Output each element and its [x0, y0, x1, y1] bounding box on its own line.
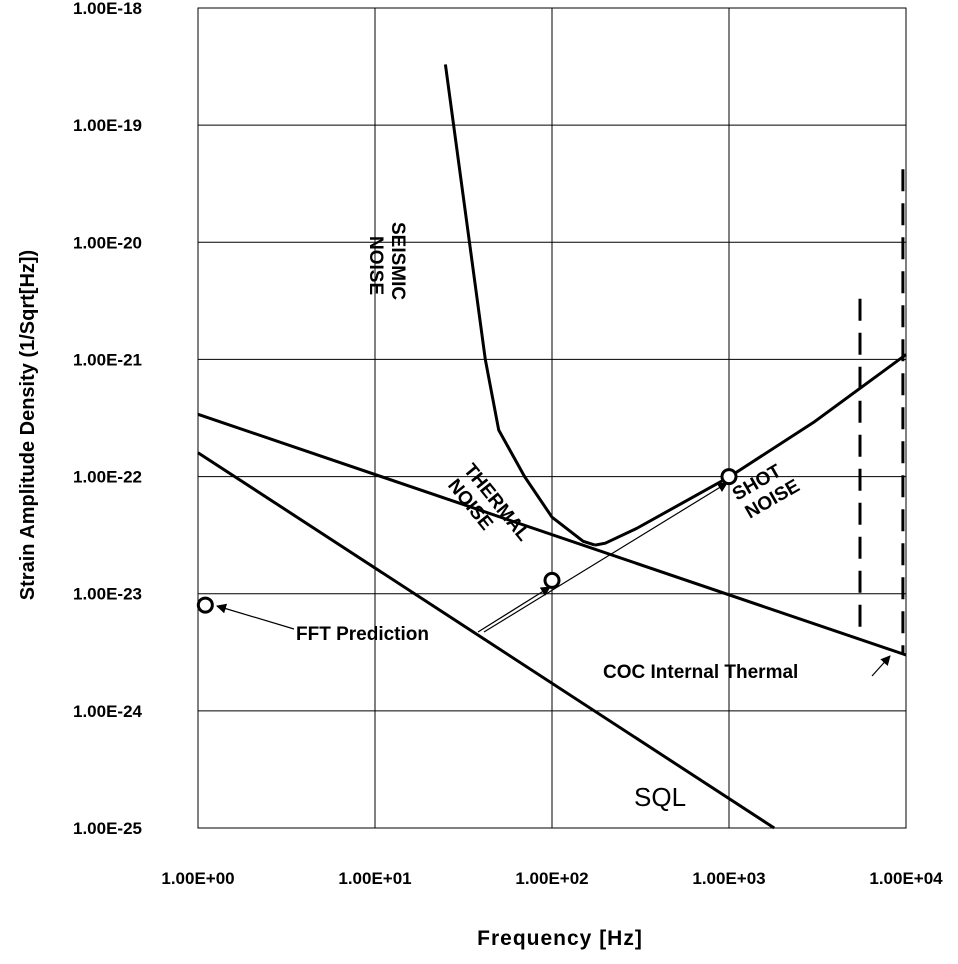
x-tick-label-0: 1.00E+00 — [161, 869, 234, 888]
fft-point-2 — [720, 468, 738, 486]
x-axis-title: Frequency [Hz] — [477, 927, 643, 950]
y-tick-labels: 1.00E-18 1.00E-19 1.00E-20 1.00E-21 1.00E-22… — [73, 0, 143, 838]
x-tick-label-2: 1.00E+02 — [515, 869, 588, 888]
fft-point-1 — [543, 571, 561, 589]
y-tick-label-7: 1.00E-25 — [73, 819, 142, 838]
fft-arrow-left — [216, 603, 295, 630]
y-tick-label-0: 1.00E-18 — [73, 0, 142, 18]
plot-frame — [197, 7, 907, 829]
thermal-noise-label: THERMAL NOISE — [443, 460, 534, 546]
y-axis-title: Strain Amplitude Density (1/Sqrt[Hz]) — [17, 250, 39, 600]
shot-noise-label: SHOT NOISE — [729, 461, 803, 524]
svg-text:NOISE: NOISE — [365, 236, 386, 295]
svg-text:SEISMIC: SEISMIC — [387, 222, 408, 300]
y-tick-label-5: 1.00E-23 — [73, 585, 142, 604]
sql-label: SQL — [634, 782, 686, 812]
series-layer — [197, 64, 907, 830]
coc-internal-thermal-label: COC Internal Thermal — [603, 662, 798, 683]
x-tick-label-1: 1.00E+01 — [338, 869, 411, 888]
y-tick-label-2: 1.00E-20 — [73, 233, 142, 252]
x-tick-labels: 1.00E+00 1.00E+01 1.00E+02 1.00E+03 1.00E+04 — [161, 869, 943, 888]
series-line-2 — [197, 412, 907, 657]
seismic-noise-label: SEISMIC NOISE — [365, 222, 408, 300]
fft-arrow-middle — [477, 586, 551, 633]
fft-point-0 — [196, 596, 214, 614]
arrow-layer — [216, 482, 891, 677]
y-tick-label-4: 1.00E-22 — [73, 468, 142, 487]
series-line-1 — [594, 353, 907, 547]
y-tick-label-3: 1.00E-21 — [73, 350, 142, 369]
x-tick-label-4: 1.00E+04 — [869, 869, 943, 888]
y-tick-label-6: 1.00E-24 — [73, 702, 143, 721]
grid-layer — [197, 7, 907, 829]
fft-prediction-label: FFT Prediction — [296, 624, 429, 645]
y-tick-label-1: 1.00E-19 — [73, 116, 142, 135]
coc-arrow — [871, 655, 891, 677]
x-tick-label-3: 1.00E+03 — [692, 869, 765, 888]
series-line-0 — [443, 64, 596, 547]
point-layer — [196, 468, 738, 614]
fft-arrow-right — [483, 482, 728, 633]
series-line-3 — [197, 451, 776, 830]
